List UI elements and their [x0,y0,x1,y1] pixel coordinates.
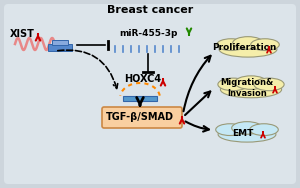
Bar [52,40,68,45]
Ellipse shape [220,81,282,98]
Text: Breast cancer: Breast cancer [107,5,193,15]
FancyBboxPatch shape [102,107,182,128]
Text: miR-455-3p: miR-455-3p [119,30,177,39]
Bar [123,96,157,101]
Text: Proliferation: Proliferation [212,43,276,52]
Ellipse shape [219,42,277,57]
Ellipse shape [251,39,279,51]
Ellipse shape [218,78,248,91]
Ellipse shape [250,124,278,136]
Ellipse shape [233,37,263,49]
FancyArrowPatch shape [58,50,118,89]
Ellipse shape [217,39,245,51]
Text: EMT: EMT [232,129,254,137]
Text: HOXC4: HOXC4 [124,74,162,84]
Text: XIST: XIST [10,29,34,39]
Ellipse shape [216,124,244,136]
Ellipse shape [232,122,262,134]
Ellipse shape [235,76,267,89]
Ellipse shape [254,78,284,91]
Ellipse shape [218,127,276,142]
FancyBboxPatch shape [4,4,296,184]
Text: TGF-β/SMAD: TGF-β/SMAD [106,112,174,122]
Text: Migration&
Invasion: Migration& Invasion [220,78,274,98]
Bar [48,44,72,51]
